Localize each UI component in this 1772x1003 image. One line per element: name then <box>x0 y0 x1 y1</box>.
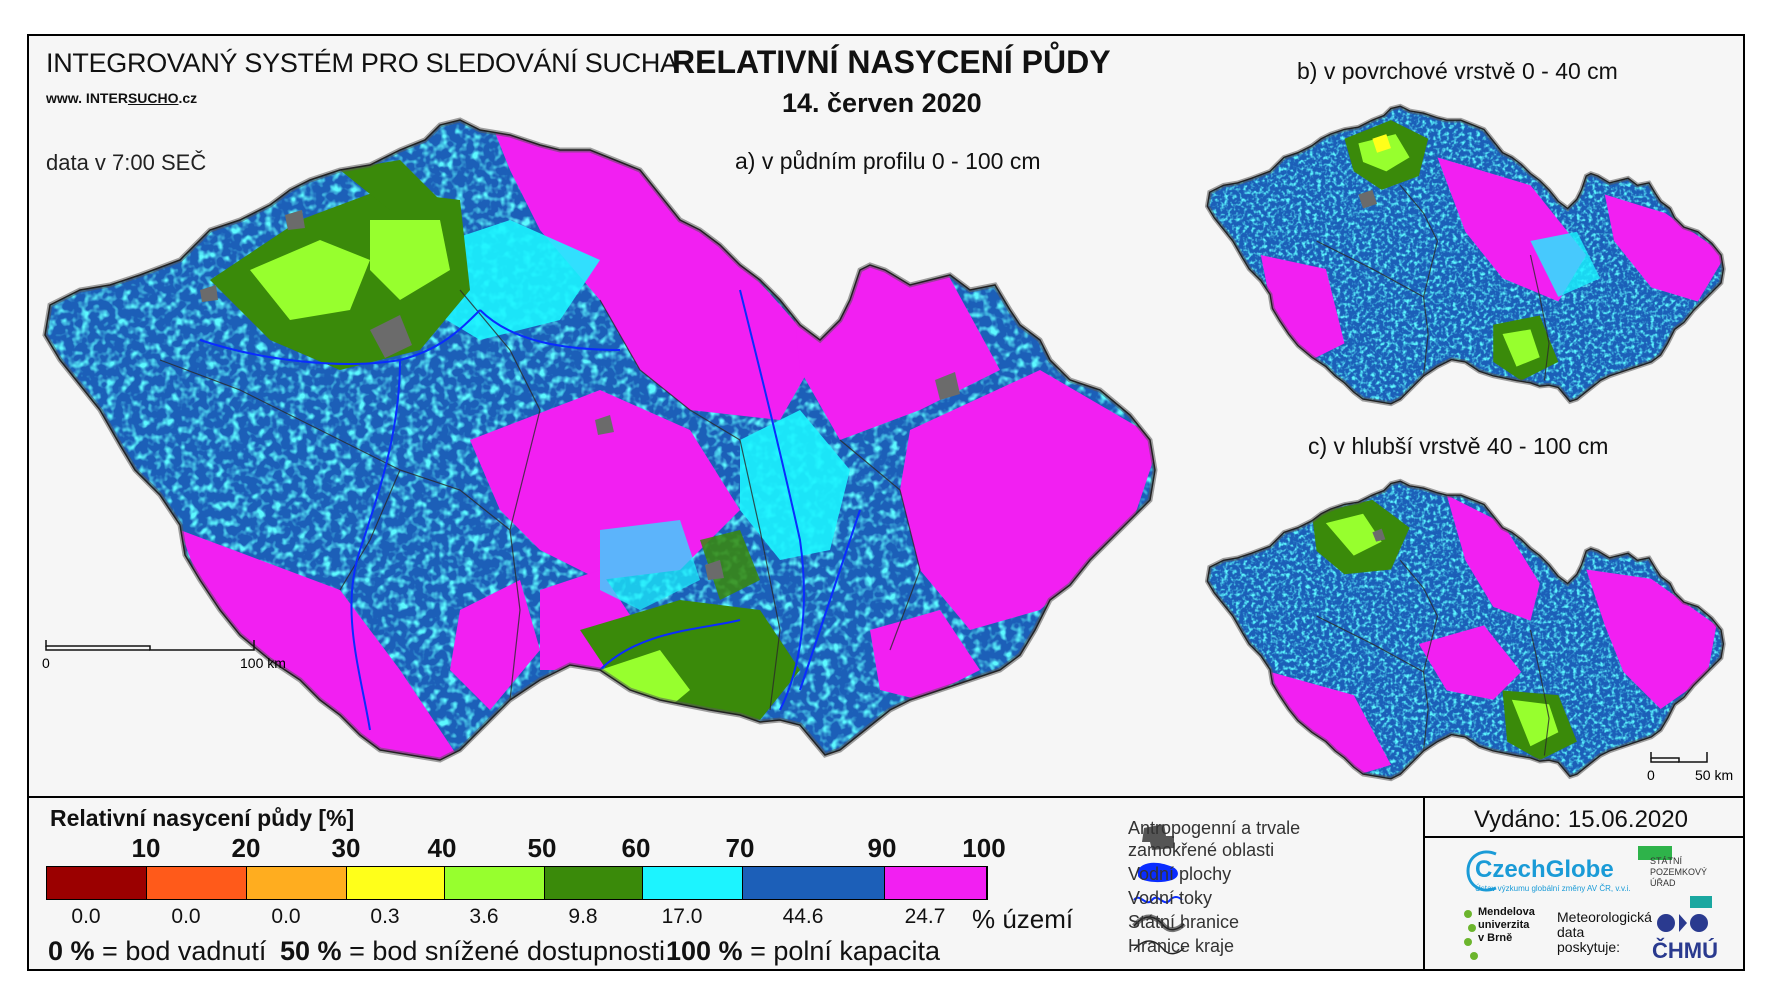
area-share-value: 0.0 <box>171 905 201 928</box>
colorbar-class <box>545 867 643 899</box>
colorbar-class <box>885 867 987 899</box>
scale-a-end: 100 km <box>240 655 286 671</box>
colorbar-class <box>743 867 885 899</box>
threshold-label: 90 <box>867 833 897 863</box>
colorbar-class <box>47 867 147 899</box>
legend-colorbar <box>46 866 988 900</box>
spu-logo-icon <box>1638 846 1672 860</box>
footnote-wilting-point: 0 % = bod vadnutí <box>48 936 267 966</box>
area-share-value: 17.0 <box>661 905 703 928</box>
legend-title: Relativní nasycení půdy [%] <box>50 805 355 831</box>
symbol-region-border-label: Hranice kraje <box>1128 936 1235 956</box>
threshold-label: 30 <box>331 833 361 863</box>
threshold-label: 60 <box>621 833 651 863</box>
chmu-logo: ČHMÚ <box>1652 938 1718 963</box>
area-share-value: 0.0 <box>71 905 101 928</box>
area-share-value: 24.7 <box>904 905 946 928</box>
issue-separator <box>1423 796 1425 971</box>
meteo-data-label: Meteorologická data poskytuje: <box>1557 909 1652 955</box>
colorbar-class <box>147 867 247 899</box>
colorbar-class <box>643 867 743 899</box>
area-share-value: 9.8 <box>568 905 598 928</box>
map-b-caption: b) v povrchové vrstvě 0 - 40 cm <box>1297 58 1618 84</box>
spu-logo: STÁTNÍ POZEMKOVÝ ÚŘAD <box>1650 856 1708 888</box>
system-name: INTEGROVANÝ SYSTÉM PRO SLEDOVÁNÍ SUCHA <box>46 48 678 78</box>
threshold-label: 50 <box>527 833 557 863</box>
chmu-mark-icon <box>1690 896 1712 908</box>
footnote-field-capacity: 100 % = polní kapacita <box>666 936 940 966</box>
symbol-state-border-label: Státní hranice <box>1128 912 1240 932</box>
footnote-reduced-availability: 50 % = bod snížené dostupnosti <box>280 936 666 966</box>
threshold-label: 40 <box>427 833 457 863</box>
czechglobe-logo: CzechGlobe <box>1475 856 1614 883</box>
colorbar-class <box>445 867 545 899</box>
map-a-caption: a) v půdním profilu 0 - 100 cm <box>735 148 1041 174</box>
scale-a-zero: 0 <box>42 655 50 671</box>
water-body-icon <box>1138 862 1178 883</box>
czechglobe-logo-icon <box>1466 850 1497 892</box>
area-share-value: 0.0 <box>271 905 301 928</box>
map-a-profile-0-100: 0 100 km <box>42 110 1180 770</box>
region-border-icon <box>1133 940 1185 955</box>
threshold-label: 20 <box>231 833 261 863</box>
legend-divider <box>27 796 1745 798</box>
symbol-anthropogenic-label: Antropogenní a trvale <box>1128 818 1301 838</box>
symbol-water-bodies-label: Vodní plochy <box>1128 864 1232 884</box>
colorbar-class <box>347 867 445 899</box>
threshold-label: 70 <box>725 833 755 863</box>
anthropogenic-area-icon <box>1142 824 1174 850</box>
water-course-icon <box>1133 896 1183 904</box>
area-share-value: 44.6 <box>782 905 824 928</box>
data-time: data v 7:00 SEČ <box>46 150 207 175</box>
mendel-logo-icon <box>1464 910 1478 960</box>
symbol-anthropogenic-label-2: zamokřené oblasti <box>1128 840 1275 860</box>
issue-separator-horizontal <box>1423 836 1745 838</box>
mendel-logo: Mendelova univerzita v Brně <box>1478 906 1535 944</box>
area-share-value: 3.6 <box>469 905 499 928</box>
website-link[interactable]: www. INTERSUCHO.cz <box>46 90 198 106</box>
colorbar-class <box>247 867 347 899</box>
scale-bar-c: 0 50 km <box>1647 752 1733 783</box>
symbol-legend-icons <box>1132 824 1186 955</box>
area-share-value: 0.3 <box>370 905 400 928</box>
threshold-label: 10 <box>131 833 161 863</box>
map-c-caption: c) v hlubší vrstvě 40 - 100 cm <box>1308 433 1609 459</box>
scale-bar-a <box>45 640 255 651</box>
page-title: RELATIVNÍ NASYCENÍ PŮDY <box>672 44 1111 80</box>
area-unit-label: % území <box>972 904 1074 934</box>
symbol-water-courses-label: Vodní toky <box>1128 888 1213 908</box>
issue-date: Vydáno: 15.06.2020 <box>1474 806 1688 833</box>
map-c-deep-40-100 <box>1205 475 1735 785</box>
czechglobe-subtitle: Ústav výzkumu globální změny AV ČR, v.v.… <box>1475 884 1631 893</box>
chmu-logo-icon <box>1657 914 1708 932</box>
map-date: 14. červen 2020 <box>782 88 982 118</box>
map-b-surface-0-40 <box>1205 100 1735 410</box>
scale-c-end: 50 km <box>1695 767 1733 783</box>
threshold-label: 100 <box>962 833 1006 863</box>
scale-c-zero: 0 <box>1647 767 1655 783</box>
